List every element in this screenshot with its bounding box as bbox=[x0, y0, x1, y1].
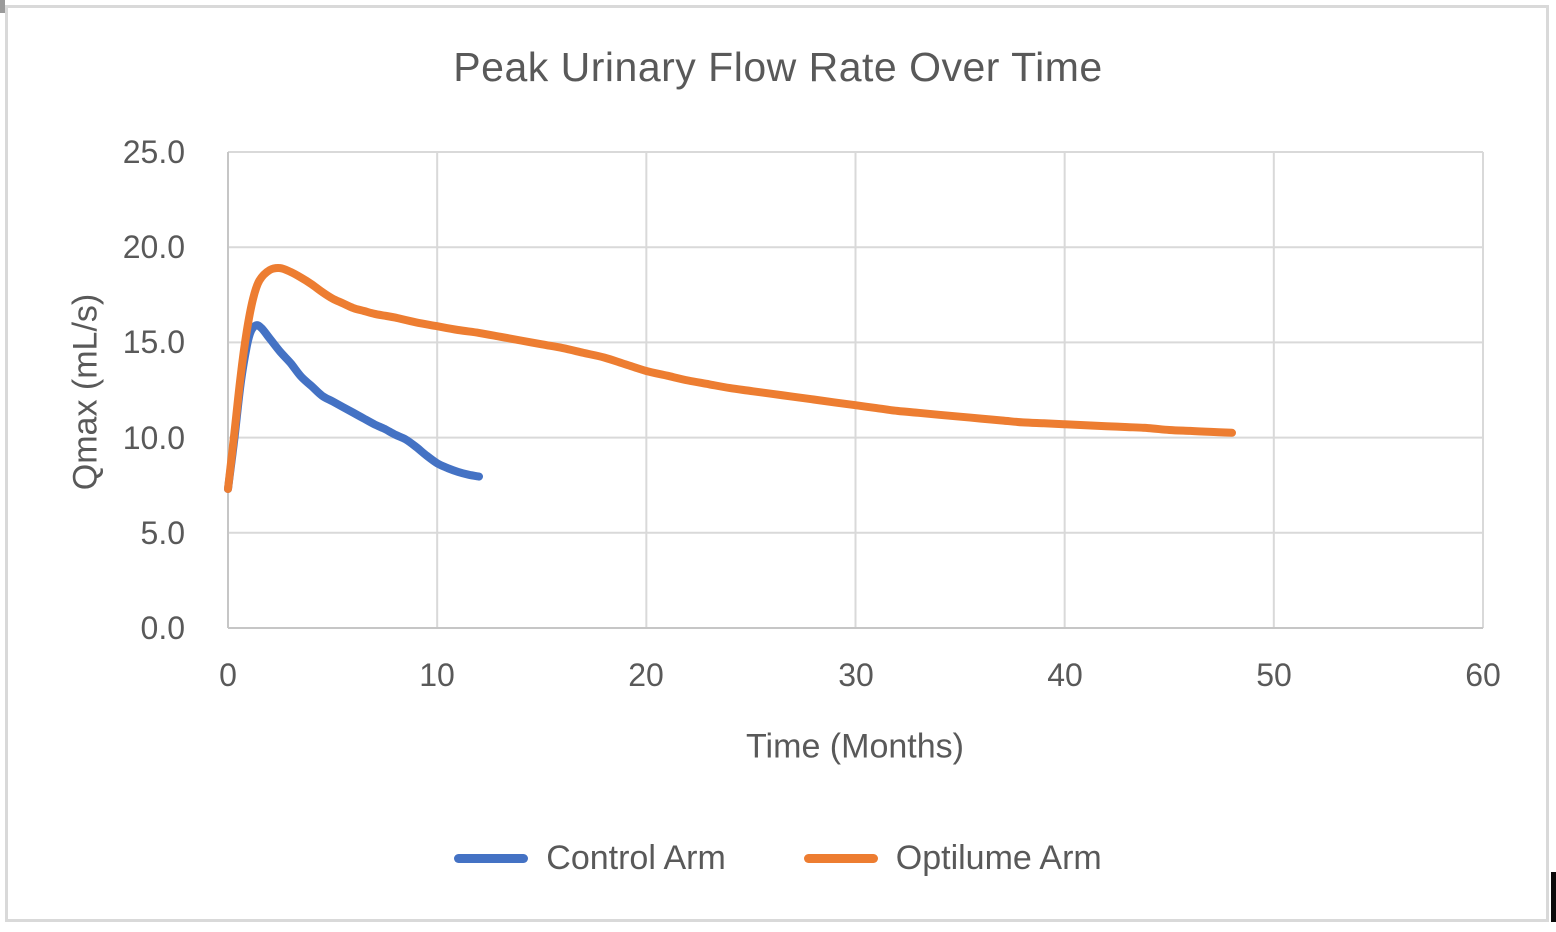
legend: Control Arm Optilume Arm bbox=[0, 834, 1556, 882]
x-tick-label: 20 bbox=[628, 657, 664, 693]
legend-item-optilume-arm: Optilume Arm bbox=[803, 838, 1102, 878]
y-tick-label: 0.0 bbox=[140, 610, 185, 646]
series-line-optilume-arm bbox=[224, 263, 1236, 493]
corner-artifact bbox=[0, 0, 5, 13]
legend-swatch-1 bbox=[803, 853, 878, 863]
series-line-control-arm bbox=[224, 321, 483, 493]
text-cursor bbox=[1551, 872, 1556, 922]
x-axis-title: Time (Months) bbox=[746, 727, 964, 766]
x-tick-label: 30 bbox=[838, 657, 874, 693]
x-tick-label: 0 bbox=[219, 657, 237, 693]
legend-label-optilume-arm: Optilume Arm bbox=[895, 838, 1102, 877]
x-tick-label: 50 bbox=[1256, 657, 1292, 693]
y-tick-label: 15.0 bbox=[122, 324, 185, 360]
y-tick-label: 5.0 bbox=[140, 515, 185, 551]
y-tick-label: 25.0 bbox=[122, 134, 185, 170]
chart-title: Peak Urinary Flow Rate Over Time bbox=[453, 44, 1103, 90]
legend-swatch-0 bbox=[454, 853, 529, 863]
x-tick-label: 40 bbox=[1047, 657, 1083, 693]
x-tick-label: 60 bbox=[1465, 657, 1501, 693]
legend-label-control-arm: Control Arm bbox=[546, 838, 726, 877]
legend-item-control-arm: Control Arm bbox=[454, 839, 726, 878]
y-tick-label: 10.0 bbox=[122, 420, 185, 456]
x-tick-label: 10 bbox=[419, 657, 455, 693]
y-tick-label: 20.0 bbox=[122, 229, 185, 265]
